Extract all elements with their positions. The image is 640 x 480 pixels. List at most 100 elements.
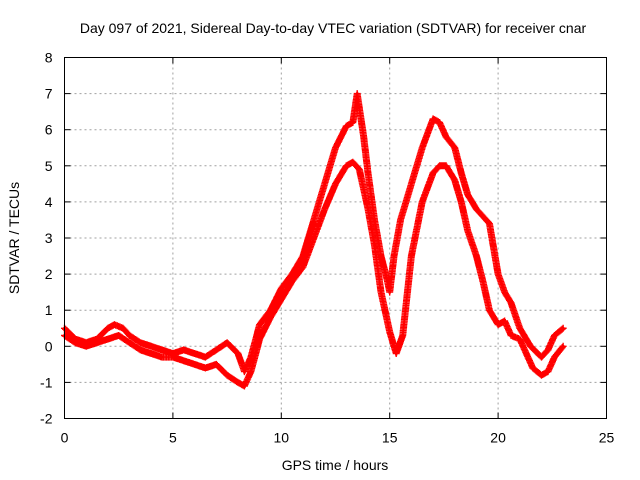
data-point bbox=[539, 355, 543, 359]
data-point bbox=[487, 222, 491, 226]
data-point bbox=[149, 344, 153, 348]
data-point bbox=[242, 370, 246, 374]
x-tick-label: 20 bbox=[490, 430, 506, 446]
data-point bbox=[444, 164, 448, 168]
data-point bbox=[481, 214, 485, 218]
data-point bbox=[160, 355, 164, 359]
x-tick-label: 25 bbox=[599, 430, 615, 446]
axis-ticks: 0 5 10 15 20 25 -2 -1 0 1 2 3 4 5 6 7 8 bbox=[40, 50, 614, 446]
data-point bbox=[258, 323, 262, 327]
data-point bbox=[561, 326, 565, 330]
data-point bbox=[459, 200, 463, 204]
x-axis-label: GPS time / hours bbox=[282, 457, 389, 473]
data-point bbox=[323, 207, 327, 211]
data-point bbox=[73, 341, 77, 345]
data-point bbox=[496, 272, 500, 276]
data-point bbox=[171, 355, 175, 359]
data-point bbox=[420, 146, 424, 150]
y-tick-label: 3 bbox=[45, 230, 53, 246]
data-point bbox=[539, 373, 543, 377]
data-point bbox=[312, 218, 316, 222]
y-tick-label: 5 bbox=[45, 158, 53, 174]
y-tick-label: 1 bbox=[45, 302, 53, 318]
data-point bbox=[373, 243, 377, 247]
data-point bbox=[84, 344, 88, 348]
data-point bbox=[344, 164, 348, 168]
y-tick-label: -2 bbox=[40, 411, 53, 427]
data-point bbox=[438, 120, 442, 124]
data-point bbox=[290, 272, 294, 276]
data-point bbox=[301, 265, 305, 269]
data-point bbox=[236, 380, 240, 384]
data-point bbox=[379, 254, 383, 258]
data-point bbox=[524, 352, 528, 356]
data-point bbox=[236, 352, 240, 356]
data-point bbox=[95, 341, 99, 345]
y-tick-label: 4 bbox=[45, 194, 53, 210]
data-point bbox=[225, 341, 229, 345]
data-point bbox=[474, 254, 478, 258]
data-point bbox=[193, 362, 197, 366]
data-point bbox=[518, 326, 522, 330]
y-tick-label: 8 bbox=[45, 50, 53, 66]
data-point bbox=[431, 171, 435, 175]
data-point bbox=[466, 229, 470, 233]
data-point bbox=[362, 135, 366, 139]
x-tick-label: 15 bbox=[382, 430, 398, 446]
data-point bbox=[268, 315, 272, 319]
data-point bbox=[312, 236, 316, 240]
data-point bbox=[203, 366, 207, 370]
data-point bbox=[399, 218, 403, 222]
data-point bbox=[459, 171, 463, 175]
data-point bbox=[290, 279, 294, 283]
data-point bbox=[117, 333, 121, 337]
data-point bbox=[334, 146, 337, 150]
data-point bbox=[431, 117, 435, 121]
data-point bbox=[409, 254, 413, 258]
data-point bbox=[438, 164, 442, 168]
data-point bbox=[373, 218, 377, 222]
data-point bbox=[323, 182, 327, 186]
x-tick-label: 5 bbox=[169, 430, 177, 446]
data-point bbox=[546, 348, 550, 352]
y-tick-label: 0 bbox=[45, 338, 53, 354]
y-tick-label: 7 bbox=[45, 86, 53, 102]
x-tick-label: 0 bbox=[61, 430, 69, 446]
y-axis-label: SDTVAR / TECUs bbox=[6, 182, 22, 294]
data-point bbox=[394, 352, 398, 356]
data-point bbox=[344, 124, 348, 128]
data-point bbox=[225, 373, 229, 377]
data-point bbox=[138, 348, 142, 352]
data-point bbox=[279, 297, 283, 301]
data-point bbox=[401, 333, 405, 337]
data-point bbox=[509, 333, 513, 337]
y-tick-label: 2 bbox=[45, 266, 53, 282]
data-point bbox=[128, 341, 132, 345]
data-point bbox=[388, 290, 392, 294]
data-point bbox=[552, 333, 556, 337]
data-point bbox=[453, 178, 457, 182]
data-point bbox=[279, 287, 283, 291]
data-point bbox=[258, 337, 262, 341]
data-point bbox=[112, 323, 116, 327]
x-tick-label: 10 bbox=[274, 430, 290, 446]
data-point bbox=[357, 167, 361, 171]
data-point bbox=[214, 362, 218, 366]
data-point bbox=[474, 207, 478, 211]
data-point bbox=[518, 337, 522, 341]
data-point bbox=[149, 352, 153, 356]
data-point bbox=[503, 290, 507, 294]
data-point bbox=[355, 92, 359, 96]
data-point bbox=[138, 341, 142, 345]
data-point bbox=[128, 333, 132, 337]
data-point bbox=[487, 308, 491, 312]
data-point bbox=[249, 370, 253, 374]
gridlines bbox=[64, 57, 607, 419]
series-trace bbox=[61, 158, 567, 390]
data-point bbox=[386, 279, 390, 283]
data-series bbox=[61, 90, 567, 390]
data-point bbox=[106, 326, 110, 330]
data-point bbox=[214, 348, 218, 352]
data-point bbox=[182, 359, 186, 363]
